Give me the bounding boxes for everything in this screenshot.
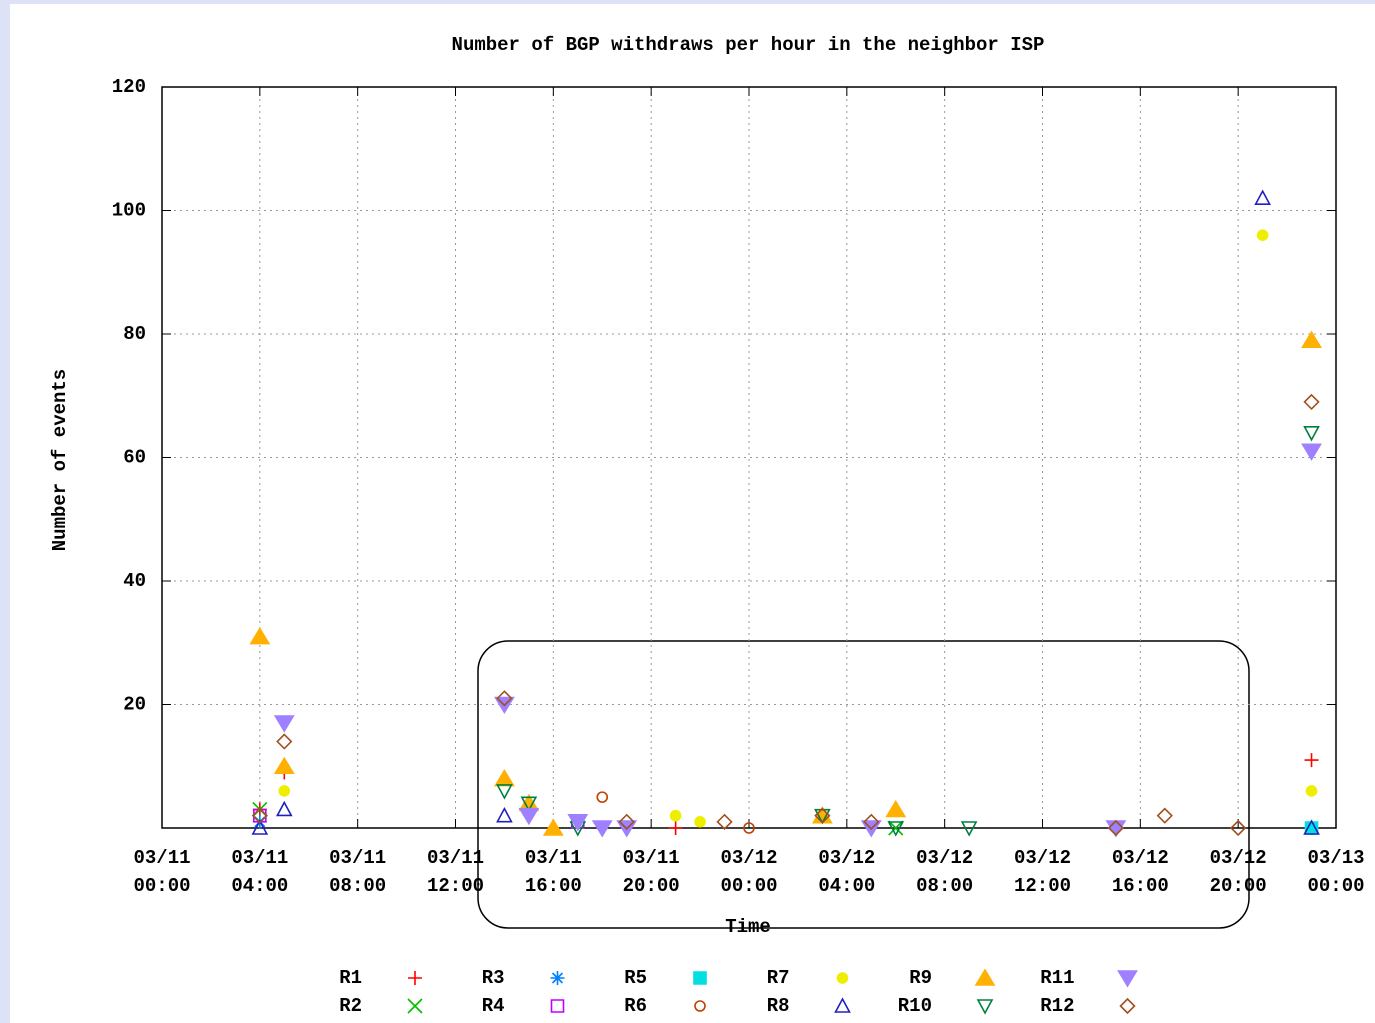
data-point <box>1256 229 1269 241</box>
chart-title: Number of BGP withdraws per hour in the … <box>452 34 1045 56</box>
data-point <box>249 627 271 645</box>
data-point <box>520 796 538 812</box>
data-point <box>694 816 706 828</box>
legend-label: R8 <box>767 995 790 1017</box>
data-point <box>885 799 907 818</box>
y-tick-label: 100 <box>112 200 146 222</box>
data-point <box>591 820 613 838</box>
data-point <box>273 715 295 733</box>
legend-symbol <box>976 999 994 1015</box>
legend-label: R12 <box>1040 995 1074 1017</box>
legend-label: R9 <box>909 967 932 989</box>
data-point <box>1156 807 1173 824</box>
y-tick-label: 20 <box>123 694 146 716</box>
x-tick-label: 03/13 00:00 <box>1307 847 1365 897</box>
legend-label: R11 <box>1040 967 1074 989</box>
data-point <box>716 813 733 830</box>
data-point <box>542 818 564 836</box>
data-point <box>1230 819 1247 837</box>
data-point <box>1304 753 1319 768</box>
legend-symbol <box>550 971 565 985</box>
data-point <box>1305 785 1318 797</box>
x-tick-label: 03/12 16:00 <box>1111 847 1169 897</box>
data-point <box>887 821 905 837</box>
y-tick-label: 120 <box>112 76 146 98</box>
data-point <box>251 807 268 824</box>
data-point <box>1107 819 1125 837</box>
plot-frame <box>161 86 1337 829</box>
legend-label: R7 <box>767 967 790 989</box>
data-point <box>275 800 293 817</box>
data-point <box>669 809 682 822</box>
y-tick-label: 60 <box>123 447 146 469</box>
legend-symbol <box>1119 997 1136 1015</box>
data-point <box>618 813 635 830</box>
legend-symbol <box>407 998 423 1014</box>
x-tick-label: 03/12 12:00 <box>1013 847 1071 897</box>
legend-symbol <box>834 997 851 1013</box>
data-point <box>814 807 831 824</box>
legend-label: R2 <box>339 995 362 1017</box>
legend-symbol <box>550 999 565 1013</box>
data-point <box>278 785 291 797</box>
legend-symbol <box>974 968 996 986</box>
legend-symbol <box>693 971 707 985</box>
y-tick-label: 80 <box>123 323 146 345</box>
x-tick-label: 03/12 00:00 <box>720 847 778 897</box>
data-point <box>276 733 293 750</box>
legend-symbol <box>836 972 849 984</box>
legend-label: R1 <box>339 967 362 989</box>
data-point <box>496 784 513 800</box>
legend-label: R5 <box>624 967 647 989</box>
panel <box>10 4 1375 1023</box>
data-point <box>496 806 513 823</box>
data-point <box>596 791 609 803</box>
x-tick-label: 03/11 12:00 <box>426 847 484 897</box>
data-point <box>743 822 755 834</box>
x-tick-label: 03/12 04:00 <box>818 847 876 897</box>
data-point <box>863 813 880 830</box>
data-point <box>1303 393 1320 411</box>
x-tick-label: 03/12 08:00 <box>916 847 974 897</box>
x-tick-label: 03/12 20:00 <box>1209 847 1267 897</box>
x-tick-label: 03/11 20:00 <box>622 847 680 897</box>
legend-symbol <box>694 1000 706 1012</box>
y-tick-label: 40 <box>123 570 146 592</box>
data-point <box>496 690 513 707</box>
data-point <box>518 807 540 826</box>
data-point <box>1254 189 1271 205</box>
legend-label: R6 <box>624 995 647 1017</box>
legend-label: R3 <box>482 967 505 989</box>
legend-symbol <box>408 971 422 985</box>
data-point <box>888 820 904 836</box>
data-point <box>960 821 978 837</box>
data-point <box>1301 330 1322 348</box>
x-tick-label: 03/11 16:00 <box>524 847 582 897</box>
x-tick-label: 03/11 08:00 <box>329 847 387 897</box>
data-point <box>1303 819 1320 835</box>
x-tick-label: 03/11 00:00 <box>133 847 191 897</box>
data-point <box>273 756 295 775</box>
data-point <box>251 819 269 835</box>
legend-label: R10 <box>898 995 932 1017</box>
x-tick-label: 03/11 04:00 <box>231 847 289 897</box>
legend-label: R4 <box>482 995 505 1017</box>
y-axis-label: Number of events <box>49 369 71 551</box>
data-point <box>1303 426 1320 442</box>
legend-symbol <box>1117 970 1138 988</box>
data-point <box>1301 443 1322 461</box>
data-point <box>668 821 683 835</box>
data-point <box>567 814 589 832</box>
x-axis-label: Time <box>725 916 771 938</box>
highlight-box <box>477 640 1250 929</box>
